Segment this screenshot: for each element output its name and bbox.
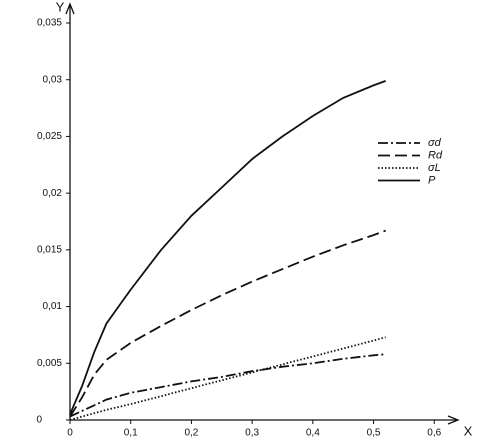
y-arrow <box>65 2 75 15</box>
y-tick-label: 0,01 <box>43 301 63 312</box>
x-tick-label: 0,3 <box>245 428 259 439</box>
y-tick-label: 0,02 <box>43 188 63 199</box>
x-tick-label: 0,2 <box>184 428 198 439</box>
y-tick-label: 0 <box>36 415 42 426</box>
legend-label: P <box>428 174 436 186</box>
series-line <box>69 336 386 421</box>
y-tick-label: 0,035 <box>37 18 62 29</box>
x-tick-label: 0,6 <box>427 428 441 439</box>
y-axis-label: Y <box>56 0 65 14</box>
legend-label: σL <box>428 162 441 174</box>
x-tick-label: 0,4 <box>306 428 320 439</box>
x-tick-label: 0,5 <box>367 428 381 439</box>
y-tick-label: 0,03 <box>43 74 63 85</box>
x-arrow <box>447 415 460 425</box>
legend-label: σd <box>428 137 442 149</box>
x-tick-label: 0,1 <box>124 428 138 439</box>
series-line <box>69 353 386 418</box>
y-tick-label: 0,025 <box>37 131 62 142</box>
x-axis-label: X <box>464 423 473 438</box>
legend-label: Rd <box>428 149 443 161</box>
x-tick-label: 0 <box>67 428 73 439</box>
series-line <box>69 80 387 415</box>
series-line <box>69 229 387 418</box>
y-tick-label: 0,005 <box>37 358 62 369</box>
y-tick-label: 0,015 <box>37 245 62 256</box>
